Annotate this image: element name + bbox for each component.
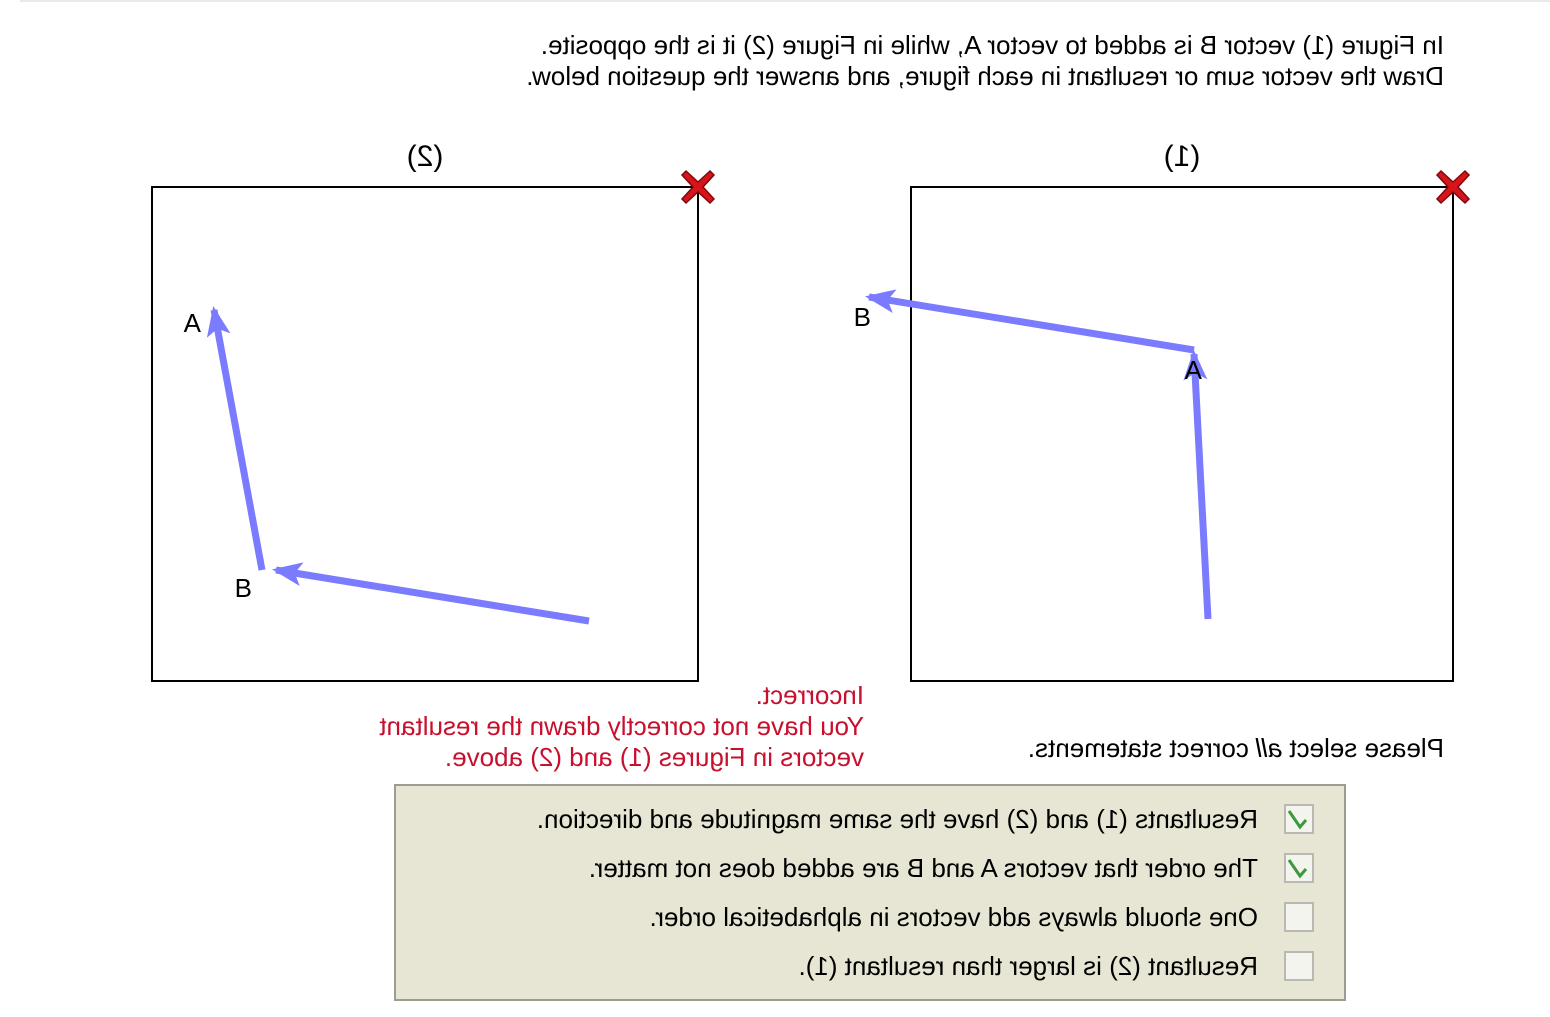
- figure-2-vector-b[interactable]: [272, 562, 590, 625]
- figure-2-vector-a-label: A: [183, 308, 201, 338]
- option-1-label: Resultants (1) and (2) have the same mag…: [536, 804, 1258, 834]
- instructions: In Figure (1) vector B is added to vecto…: [344, 30, 1444, 92]
- question-prompt: Please select all correct statements.: [1027, 733, 1444, 763]
- figure-1-canvas[interactable]: A B: [854, 169, 1471, 682]
- figure-2-label: (2): [406, 140, 444, 173]
- feedback-line-2: vectors in Figures (1) and (2) above.: [444, 742, 864, 772]
- figure-2-vector-a[interactable]: [206, 306, 266, 571]
- option-2-checkbox[interactable]: [1284, 853, 1314, 883]
- instructions-line-2: Draw the vector sum or resultant in each…: [526, 61, 1444, 91]
- figure-1-label: (1): [1163, 140, 1201, 173]
- instructions-line-1: In Figure (1) vector B is added to vecto…: [540, 30, 1444, 60]
- figure-1-vector-b-label: B: [853, 302, 871, 332]
- option-3[interactable]: One should always add vectors in alphabe…: [404, 900, 1344, 944]
- figure-2-vectors: [206, 306, 590, 625]
- question-prompt-emphasis: all: [1256, 733, 1283, 763]
- option-4[interactable]: Resultant (2) is larger than resultant (…: [404, 949, 1344, 993]
- figure-2-canvas[interactable]: B A: [151, 169, 716, 682]
- option-1-checkbox[interactable]: [1284, 804, 1314, 834]
- figure-1-vector-a[interactable]: [1183, 350, 1212, 620]
- option-1[interactable]: Resultants (1) and (2) have the same mag…: [404, 802, 1344, 846]
- figure-1-vector-b[interactable]: [865, 289, 1195, 354]
- option-3-checkbox[interactable]: [1284, 902, 1314, 932]
- option-2-label: The order that vectors A and B are added…: [588, 853, 1258, 883]
- checkmark-icon: [1287, 859, 1308, 879]
- option-4-label: Resultant (2) is larger than resultant (…: [798, 951, 1258, 981]
- answer-options: Resultants (1) and (2) have the same mag…: [394, 784, 1346, 1001]
- checkmark-icon: [1287, 810, 1308, 830]
- figure-1-vector-a-label: A: [1184, 355, 1202, 385]
- figure-1-close-icon[interactable]: [1434, 168, 1472, 206]
- figure-1-vectors: [865, 289, 1212, 620]
- top-divider: [20, 0, 1550, 2]
- feedback-message: Incorrect. You have not correctly drawn …: [264, 680, 864, 773]
- option-3-label: One should always add vectors in alphabe…: [649, 902, 1258, 932]
- figure-2-close-icon[interactable]: [679, 168, 717, 206]
- feedback-status: Incorrect.: [755, 680, 864, 710]
- option-2[interactable]: The order that vectors A and B are added…: [404, 851, 1344, 895]
- figure-2-vector-b-label: B: [234, 573, 252, 603]
- feedback-line-1: You have not correctly drawn the resulta…: [379, 711, 864, 741]
- option-4-checkbox[interactable]: [1284, 951, 1314, 981]
